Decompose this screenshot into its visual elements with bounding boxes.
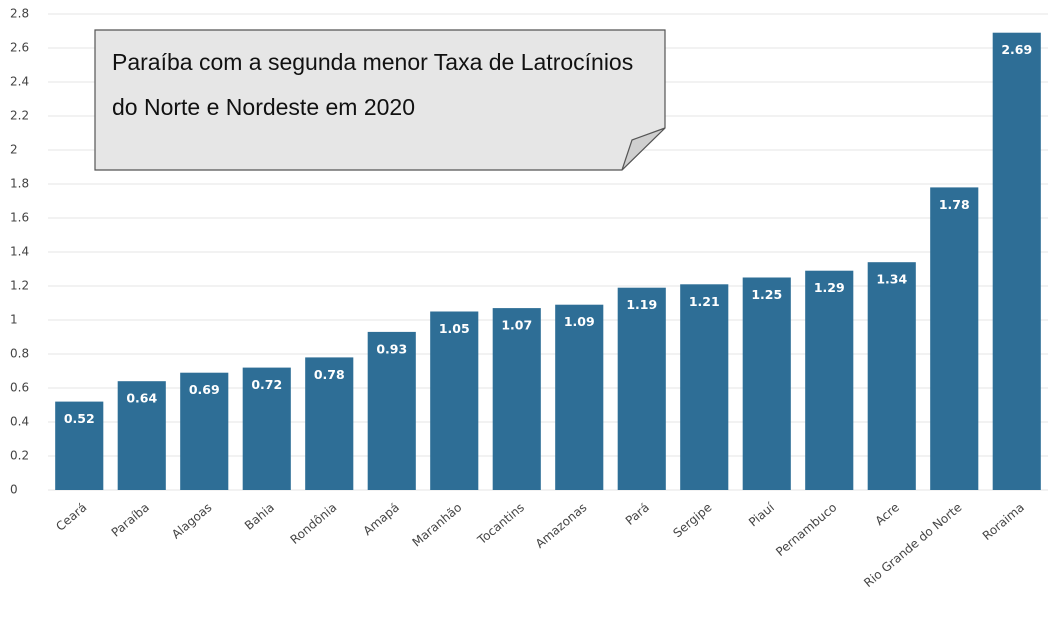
bar xyxy=(680,284,729,490)
y-tick-label: 1.6 xyxy=(10,211,29,225)
y-tick-label: 1 xyxy=(10,313,18,327)
data-label: 1.25 xyxy=(751,287,782,302)
x-tick-label: Paraíba xyxy=(109,500,152,539)
data-label: 2.69 xyxy=(1001,42,1032,57)
data-label: 0.69 xyxy=(189,382,220,397)
data-label: 0.78 xyxy=(314,367,345,382)
x-tick-label: Alagoas xyxy=(169,500,214,541)
bar xyxy=(930,187,979,490)
data-label: 1.19 xyxy=(626,297,657,312)
bar xyxy=(305,357,354,490)
x-tick-label: Bahia xyxy=(242,500,277,533)
annotation: Paraíba com a segunda menor Taxa de Latr… xyxy=(112,49,634,120)
data-label: 0.72 xyxy=(251,377,282,392)
data-label: 0.93 xyxy=(376,341,407,356)
bar xyxy=(742,277,791,490)
data-label: 0.64 xyxy=(126,391,157,406)
bar xyxy=(617,287,666,490)
y-tick-label: 0.2 xyxy=(10,449,29,463)
data-label: 1.78 xyxy=(939,197,970,212)
bar xyxy=(242,367,291,490)
bar xyxy=(117,381,166,490)
x-tick-label: Roraima xyxy=(980,500,1027,543)
y-tick-label: 2.4 xyxy=(10,75,29,89)
y-tick-label: 2.2 xyxy=(10,109,29,123)
y-tick-label: 2 xyxy=(10,143,18,157)
bar xyxy=(992,32,1041,490)
y-tick-label: 2.8 xyxy=(10,7,29,21)
x-tick-label: Maranhão xyxy=(410,500,465,549)
y-tick-label: 1.4 xyxy=(10,245,29,259)
x-tick-label: Amazonas xyxy=(533,500,590,551)
x-tick-label: Pará xyxy=(623,500,652,528)
bar xyxy=(180,372,229,490)
data-label: 1.05 xyxy=(439,321,470,336)
y-tick-label: 1.8 xyxy=(10,177,29,191)
callout-fold xyxy=(621,127,666,171)
bar xyxy=(430,311,479,490)
y-tick-label: 0.6 xyxy=(10,381,29,395)
y-tick-label: 2.6 xyxy=(10,41,29,55)
data-label: 1.09 xyxy=(564,314,595,329)
x-tick-label: Ceará xyxy=(53,500,89,533)
data-label: 1.07 xyxy=(501,318,532,333)
x-tick-label: Rondônia xyxy=(288,500,340,547)
x-tick-label: Tocantins xyxy=(474,500,527,547)
data-label: 0.52 xyxy=(64,411,95,426)
bar xyxy=(805,270,854,490)
data-label: 1.21 xyxy=(689,294,720,309)
data-label: 1.34 xyxy=(876,272,907,287)
x-tick-label: Acre xyxy=(873,500,902,528)
y-tick-label: 0.4 xyxy=(10,415,29,429)
bar xyxy=(492,308,541,490)
x-tick-label: Pernambuco xyxy=(773,500,839,559)
y-tick-label: 0 xyxy=(10,483,18,497)
bar xyxy=(555,304,604,490)
y-tick-label: 1.2 xyxy=(10,279,29,293)
bar xyxy=(55,401,104,490)
bar xyxy=(367,331,416,490)
bar xyxy=(867,262,916,490)
y-tick-label: 0.8 xyxy=(10,347,29,361)
x-tick-label: Amapá xyxy=(361,500,402,538)
x-tick-label: Sergipe xyxy=(670,500,714,540)
data-label: 1.29 xyxy=(814,280,845,295)
x-tick-label: Piauí xyxy=(746,500,777,530)
